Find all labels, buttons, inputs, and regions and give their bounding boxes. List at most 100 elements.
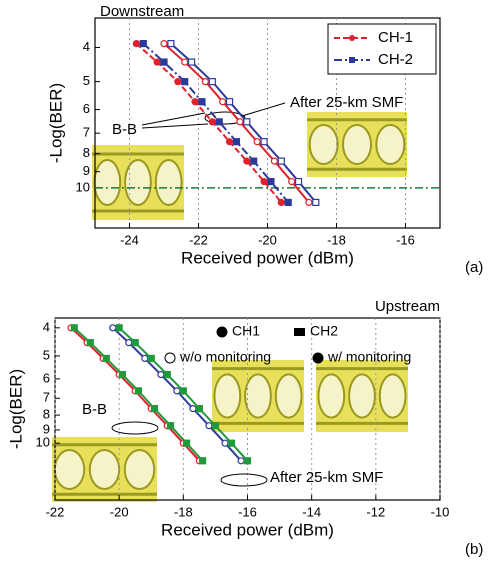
legend-marker [349, 35, 355, 41]
data-point [200, 458, 206, 464]
data-point [174, 388, 180, 394]
y-tick-label: 7 [83, 125, 90, 140]
data-point [245, 458, 251, 464]
data-point [158, 372, 164, 378]
data-point [87, 340, 93, 346]
data-point [175, 79, 181, 85]
eye-opening [380, 374, 406, 417]
eye-opening [214, 374, 240, 417]
data-point [251, 158, 257, 164]
data-point [206, 423, 212, 429]
eye-opening [343, 125, 371, 164]
eye-opening [125, 160, 151, 205]
data-point [289, 179, 295, 185]
data-point [202, 79, 208, 85]
data-point [227, 99, 233, 105]
eye-diagram [307, 112, 407, 177]
data-point [151, 406, 157, 412]
data-point [278, 199, 284, 205]
data-point [244, 119, 250, 125]
annotation: After 25-km SMF [270, 469, 383, 486]
data-point [164, 372, 170, 378]
annotation: B-B [82, 401, 107, 418]
eye-opening [349, 374, 375, 417]
data-point [116, 325, 122, 331]
data-point [184, 440, 190, 446]
x-tick-label: -12 [366, 504, 385, 519]
data-point [119, 372, 125, 378]
x-axis-label: Received power (dBm) [181, 248, 354, 267]
x-tick-label: -20 [258, 232, 277, 247]
data-point [233, 139, 239, 145]
x-tick-label: -14 [302, 504, 321, 519]
data-point [238, 458, 244, 464]
data-point [199, 99, 205, 105]
eye-opening [310, 125, 338, 164]
x-tick-label: -22 [189, 232, 208, 247]
y-tick-label: 4 [83, 39, 90, 54]
x-tick-label: -24 [120, 232, 139, 247]
data-point [271, 158, 277, 164]
eye-opening [55, 450, 84, 489]
data-point [142, 355, 148, 361]
data-point [220, 99, 226, 105]
x-tick-label: -18 [327, 232, 346, 247]
annotation: After 25-km SMF [290, 94, 403, 111]
legend-marker [165, 353, 175, 363]
legend-marker [313, 353, 323, 363]
data-point [148, 355, 154, 361]
data-point [261, 179, 267, 185]
data-point [209, 79, 215, 85]
x-tick-label: -16 [396, 232, 415, 247]
data-point [228, 440, 234, 446]
x-axis-label: Received power (dBm) [161, 520, 334, 539]
eye-opening [156, 160, 182, 205]
legend-marker [294, 328, 305, 336]
subtitle: Upstream [375, 298, 440, 315]
y-tick-label: 8 [43, 407, 50, 422]
legend-label: CH-2 [378, 51, 413, 68]
data-point [110, 325, 116, 331]
y-tick-label: 6 [83, 101, 90, 116]
y-axis-label: -Log(BER) [6, 369, 25, 449]
data-point [278, 158, 284, 164]
y-tick-label: 5 [83, 73, 90, 88]
y-tick-label: 8 [83, 145, 90, 160]
data-point [180, 388, 186, 394]
eye-diagram [212, 360, 304, 432]
eye-opening [90, 450, 119, 489]
y-tick-label: 9 [83, 163, 90, 178]
data-point [216, 119, 222, 125]
legend-label: CH2 [310, 323, 338, 339]
eye-diagram [92, 145, 184, 220]
data-point [161, 59, 167, 65]
x-tick-label: -16 [238, 504, 257, 519]
data-point [209, 119, 215, 125]
data-point [168, 41, 174, 47]
panel-label: (b) [465, 541, 483, 558]
x-tick-label: -10 [431, 504, 450, 519]
data-point [71, 325, 77, 331]
data-point [227, 139, 233, 145]
data-point [154, 59, 160, 65]
data-point [254, 139, 260, 145]
eye-opening [94, 160, 120, 205]
legend-marker [217, 327, 227, 337]
data-point [126, 340, 132, 346]
y-tick-label: 5 [43, 347, 50, 362]
eye-opening [318, 374, 344, 417]
x-tick-label: -20 [110, 504, 129, 519]
data-point [189, 59, 195, 65]
legend-label: w/o monitoring [179, 349, 271, 365]
y-axis-label: -Log(BER) [46, 83, 65, 163]
annotation-arrow [142, 113, 205, 125]
y-tick-label: 4 [43, 319, 50, 334]
figure: -24 -22 -20 -18 -16 4 5 6 7 8 910 Received power (d… [0, 0, 496, 561]
y-tick-label: 10 [76, 179, 90, 194]
x-tick-label: -18 [174, 504, 193, 519]
annotation-arrow [242, 103, 285, 116]
data-point [182, 59, 188, 65]
data-point [306, 199, 312, 205]
x-tick-label: -22 [46, 504, 65, 519]
data-point [190, 406, 196, 412]
